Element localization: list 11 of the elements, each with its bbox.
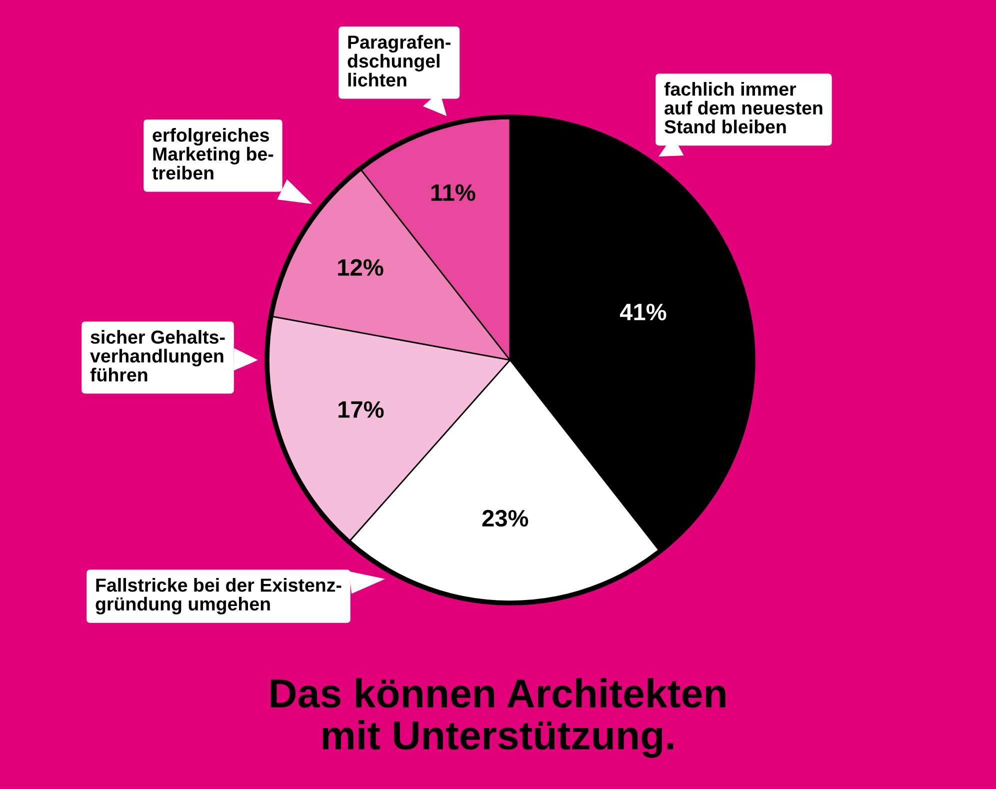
slice-label: erfolgreiches Marketing be- treiben [152, 128, 274, 180]
data-label: 41% [620, 304, 666, 320]
legend-label: Fallstricke bei der Existenz- gründung umgehen [96, 578, 342, 614]
data-label: 11% [431, 184, 476, 201]
slice-label: fachlich immer auf dem neuesten Stand bleiben [664, 82, 822, 134]
slice-label: sicher Gehalts- verhandlungen führen [90, 330, 225, 382]
text: Das können Architekten mit Unterstützung. [270, 678, 726, 758]
data-label: 23% [482, 510, 528, 527]
data-label: 12% [338, 259, 384, 276]
data-label: 17% [338, 401, 384, 418]
slice-label: Paragrafen- dschungel lichten [348, 35, 450, 87]
